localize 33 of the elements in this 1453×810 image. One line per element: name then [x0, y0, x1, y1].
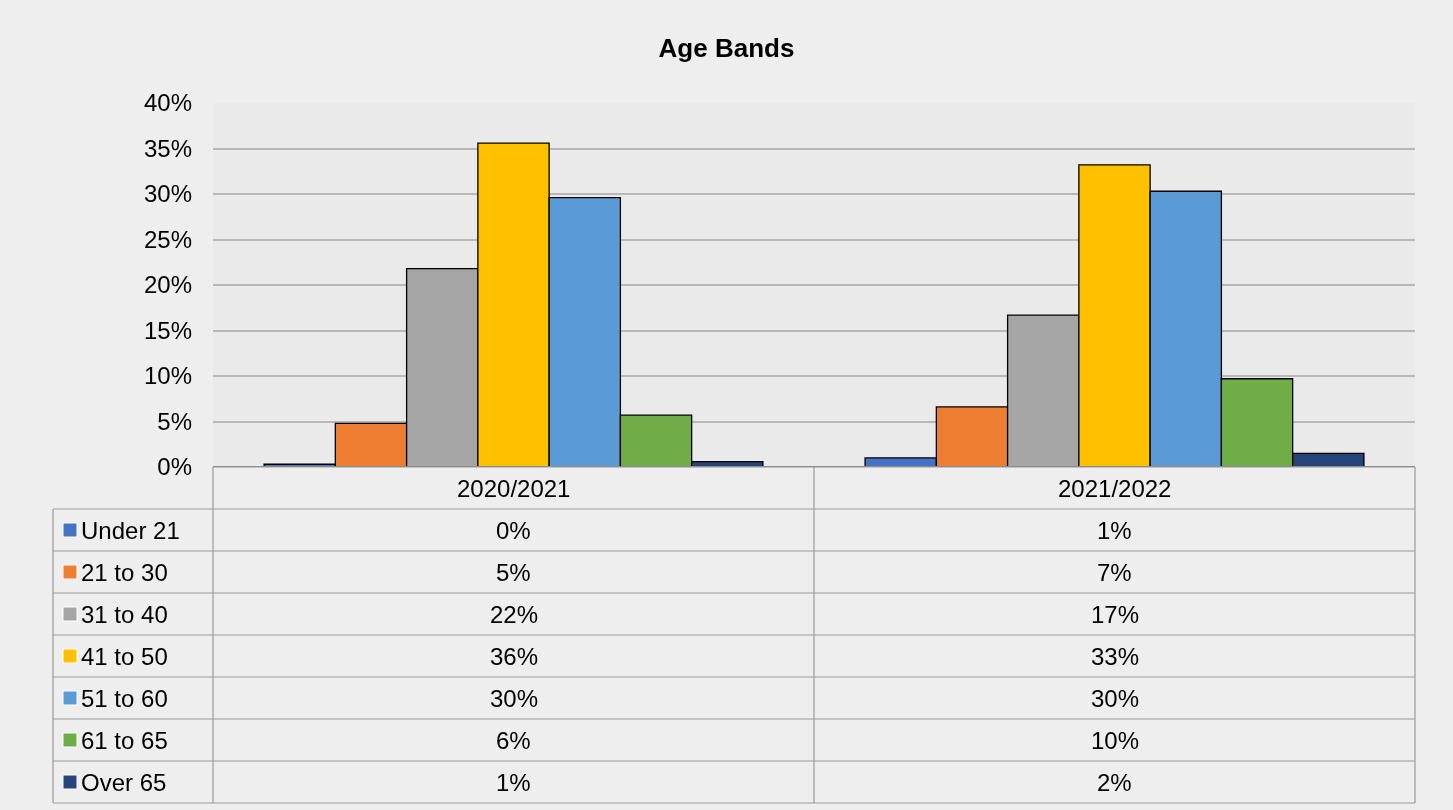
- data-label: 2%: [1097, 769, 1132, 796]
- x-tick-label: 2020/2021: [457, 475, 571, 502]
- data-label: 6%: [496, 727, 531, 754]
- data-label: 17%: [1091, 601, 1140, 628]
- data-label: 33%: [1091, 643, 1140, 670]
- legend-label: 61 to 65: [81, 727, 168, 754]
- data-label: 7%: [1097, 559, 1132, 586]
- data-label: 30%: [490, 685, 539, 712]
- data-label: 5%: [496, 559, 531, 586]
- data-label: 10%: [1091, 727, 1140, 754]
- y-tick-label: 15%: [143, 316, 192, 344]
- y-tick-label: 20%: [143, 271, 192, 299]
- legend-label: 31 to 40: [81, 601, 168, 628]
- legend-label: 51 to 60: [81, 685, 168, 712]
- y-tick-label: 30%: [143, 180, 192, 208]
- data-label: 1%: [496, 769, 531, 796]
- chart-title: Age Bands: [658, 33, 795, 64]
- y-tick-label: 5%: [157, 407, 192, 435]
- legend-label: Over 65: [81, 769, 167, 796]
- y-tick-label: 35%: [143, 134, 192, 162]
- legend-label: 41 to 50: [81, 643, 168, 670]
- data-label: 30%: [1091, 685, 1140, 712]
- legend-label: Under 21: [81, 517, 180, 544]
- data-label: 0%: [496, 517, 531, 544]
- x-tick-label: 2021/2022: [1058, 475, 1172, 502]
- y-tick-label: 40%: [143, 89, 192, 117]
- legend-label: 21 to 30: [81, 559, 168, 586]
- y-tick-label: 0%: [157, 453, 192, 481]
- data-label: 22%: [490, 601, 539, 628]
- y-tick-label: 10%: [143, 362, 192, 390]
- data-label: 1%: [1097, 517, 1132, 544]
- data-label: 36%: [490, 643, 539, 670]
- y-tick-label: 25%: [143, 225, 192, 253]
